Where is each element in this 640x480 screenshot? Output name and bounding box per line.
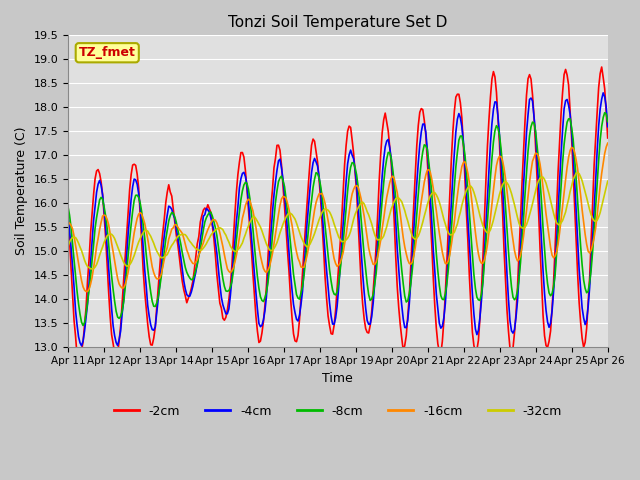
Text: TZ_fmet: TZ_fmet bbox=[79, 46, 136, 59]
Y-axis label: Soil Temperature (C): Soil Temperature (C) bbox=[15, 127, 28, 255]
Title: Tonzi Soil Temperature Set D: Tonzi Soil Temperature Set D bbox=[228, 15, 447, 30]
X-axis label: Time: Time bbox=[323, 372, 353, 385]
Legend: -2cm, -4cm, -8cm, -16cm, -32cm: -2cm, -4cm, -8cm, -16cm, -32cm bbox=[109, 400, 567, 423]
